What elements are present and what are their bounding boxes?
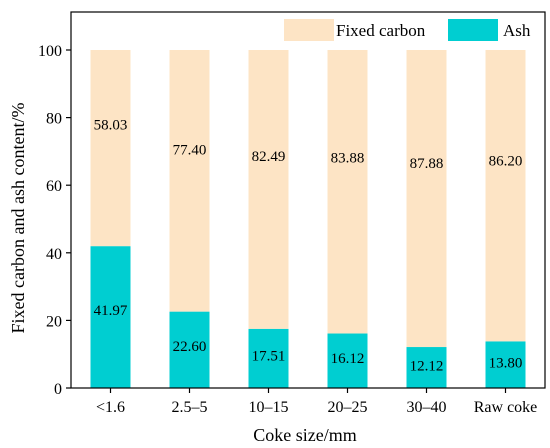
x-tick-label-5: Raw coke — [474, 399, 538, 416]
data-label-ash-1: 22.60 — [173, 339, 207, 355]
x-axis-title: Coke size/mm — [253, 425, 356, 445]
data-label-fixed-carbon-5: 86.20 — [489, 154, 523, 170]
x-tick-label-2: 10–15 — [249, 399, 289, 416]
data-label-fixed-carbon-3: 83.88 — [331, 151, 365, 167]
bar-fixed-carbon-5 — [485, 50, 526, 342]
data-label-ash-4: 12.12 — [410, 358, 444, 374]
legend: Fixed carbon Ash — [284, 19, 531, 41]
bar-ash-1 — [169, 311, 210, 388]
bars-layer — [90, 50, 526, 388]
data-label-ash-0: 41.97 — [94, 303, 128, 319]
x-tick-label-1: 2.5–5 — [172, 399, 208, 416]
bar-fixed-carbon-3 — [327, 50, 368, 334]
legend-label-fixed-carbon: Fixed carbon — [336, 21, 426, 40]
data-label-fixed-carbon-0: 58.03 — [94, 118, 128, 134]
legend-swatch-ash — [448, 19, 498, 41]
data-label-ash-3: 16.12 — [331, 351, 365, 367]
y-tick-label-0: 0 — [54, 381, 62, 398]
bar-fixed-carbon-2 — [248, 50, 289, 329]
y-axis-title: Fixed carbon and ash content/% — [8, 103, 28, 334]
data-label-ash-2: 17.51 — [252, 348, 286, 364]
y-tick-label-1: 20 — [46, 313, 62, 330]
plot-frame — [70, 11, 546, 389]
data-labels-layer: 41.97 58.03 22.60 77.40 17.51 82.49 16.12 83.88… — [94, 118, 523, 375]
bar-fixed-carbon-1 — [169, 50, 210, 312]
data-label-fixed-carbon-4: 87.88 — [410, 156, 444, 172]
bar-fixed-carbon-4 — [406, 50, 447, 348]
legend-label-ash: Ash — [503, 21, 531, 40]
legend-swatch-fixed-carbon — [284, 19, 334, 41]
y-tick-label-5: 100 — [38, 43, 62, 60]
bar-ash-2 — [248, 328, 289, 388]
bar-fixed-carbon-0 — [90, 50, 131, 247]
x-tick-label-4: 30–40 — [407, 399, 447, 416]
x-tick-label-3: 20–25 — [328, 399, 368, 416]
bar-ash-0 — [90, 246, 131, 388]
bar-ash-4 — [406, 347, 447, 388]
axes-layer: 0 20 40 60 80 100 <1.6 2.5–5 10–15 20–25 30–40 Raw … — [38, 11, 546, 416]
x-tick-label-0: <1.6 — [96, 399, 125, 416]
y-tick-label-2: 40 — [46, 246, 62, 263]
y-tick-label-3: 60 — [46, 178, 62, 195]
bar-ash-3 — [327, 333, 368, 388]
y-tick-label-4: 80 — [46, 111, 62, 128]
data-label-fixed-carbon-2: 82.49 — [252, 149, 286, 165]
data-label-fixed-carbon-1: 77.40 — [173, 142, 207, 158]
data-label-ash-5: 13.80 — [489, 355, 523, 371]
bar-ash-5 — [485, 341, 526, 388]
